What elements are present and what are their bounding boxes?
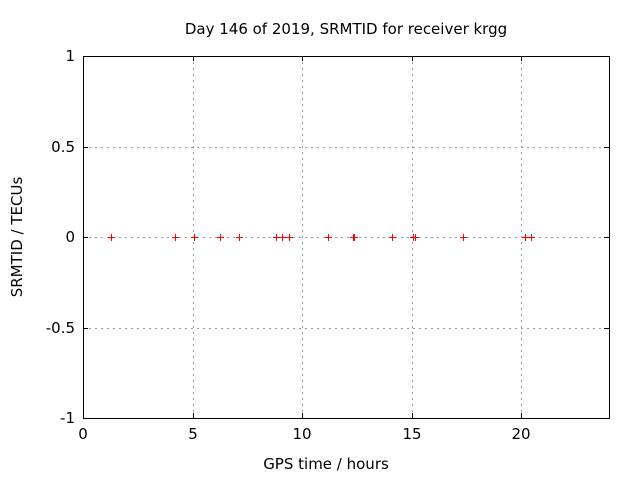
y-tick-label: -1 bbox=[60, 409, 75, 427]
y-tick-label: -0.5 bbox=[46, 319, 75, 337]
data-point-marker bbox=[389, 234, 396, 241]
data-point-marker bbox=[279, 234, 286, 241]
data-point-marker bbox=[273, 234, 280, 241]
data-point-marker bbox=[460, 234, 467, 241]
data-point-marker bbox=[351, 234, 358, 241]
data-point-marker bbox=[412, 234, 419, 241]
data-point-marker bbox=[522, 234, 529, 241]
x-tick-label: 20 bbox=[511, 425, 530, 443]
x-tick-label: 15 bbox=[402, 425, 421, 443]
data-point-marker bbox=[191, 234, 198, 241]
x-tick-label: 0 bbox=[78, 425, 88, 443]
x-axis-title: GPS time / hours bbox=[263, 455, 389, 473]
data-point-marker bbox=[236, 234, 243, 241]
data-point-marker bbox=[217, 234, 224, 241]
x-tick-label: 5 bbox=[188, 425, 198, 443]
data-point-marker bbox=[108, 234, 115, 241]
y-tick-label: 0.5 bbox=[51, 138, 75, 156]
data-point-marker bbox=[172, 234, 179, 241]
chart-title: Day 146 of 2019, SRMTID for receiver krg… bbox=[184, 20, 508, 38]
data-point-marker bbox=[325, 234, 332, 241]
x-tick-label: 10 bbox=[292, 425, 311, 443]
y-tick-label: 0 bbox=[65, 228, 75, 246]
data-point-marker bbox=[286, 234, 293, 241]
data-point-marker bbox=[528, 234, 535, 241]
y-tick-label: 1 bbox=[65, 47, 75, 65]
